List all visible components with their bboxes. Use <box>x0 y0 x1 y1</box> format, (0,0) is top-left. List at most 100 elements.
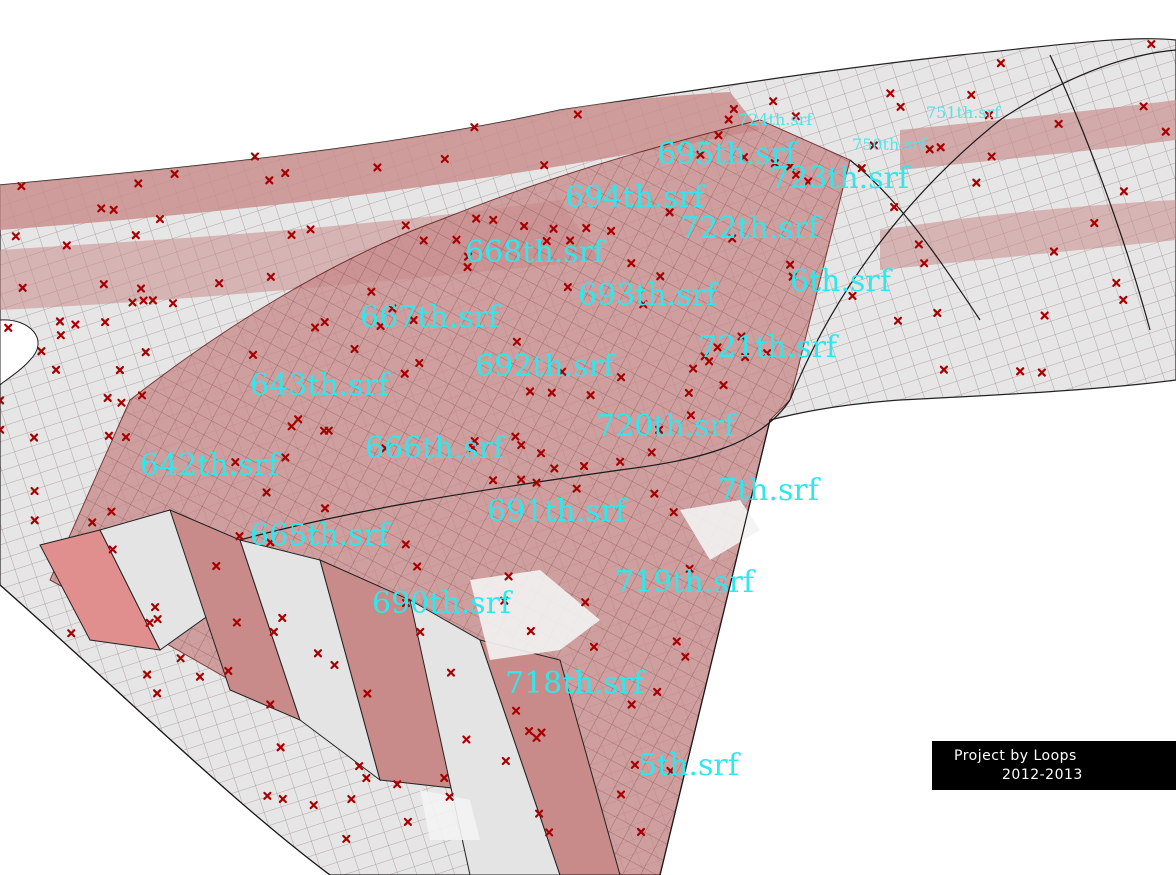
marker-cross <box>143 670 152 679</box>
marker-cross <box>266 272 275 281</box>
highlight-band-upper <box>0 92 760 230</box>
marker-cross <box>403 817 412 827</box>
marker-cross <box>470 436 479 446</box>
surface-label: 665th.srf <box>250 518 391 553</box>
marker-cross <box>0 396 5 405</box>
marker-cross <box>763 349 772 358</box>
surface-label: 719th.srf <box>615 565 756 600</box>
marker-cross <box>636 827 646 837</box>
surface-label: 690th.srf <box>372 586 513 621</box>
marker-cross <box>532 478 541 487</box>
marker-cross <box>689 364 698 373</box>
marker-cross <box>393 780 402 789</box>
marker-cross <box>504 572 513 581</box>
marker-cross <box>416 627 425 637</box>
marker-cross <box>97 204 106 213</box>
marker-cross <box>134 179 143 188</box>
marker-cross <box>176 654 185 663</box>
marker-cross <box>103 393 112 403</box>
marker-cross <box>589 642 599 651</box>
project-credit-box: Project by Loops 2012-2013 <box>932 741 1176 790</box>
marker-cross <box>276 743 285 752</box>
marker-cross <box>500 596 509 605</box>
marker-cross <box>88 518 97 527</box>
marker-cross <box>488 476 498 485</box>
marker-cross <box>1112 278 1121 287</box>
marker-cross <box>511 432 520 441</box>
marker-cross <box>869 141 878 150</box>
marker-cross <box>770 159 779 168</box>
marker-cross <box>582 223 591 233</box>
marker-cross <box>363 689 372 698</box>
surface-labels: 642th.srf 643th.srf 665th.srf 666th.srf … <box>140 103 1001 783</box>
marker-cross <box>62 241 71 250</box>
marker-cross <box>121 433 131 442</box>
marker-cross <box>413 562 422 571</box>
surface-label: 666th.srf <box>365 431 506 466</box>
marker-cross <box>728 234 737 243</box>
marker-cross <box>401 598 411 608</box>
marker-cross <box>627 700 636 709</box>
surface-label: 720th.srf <box>596 409 737 444</box>
marker-cross <box>681 652 690 661</box>
marker-cross <box>984 111 994 120</box>
marker-cross <box>320 504 330 513</box>
marker-cross <box>857 164 866 173</box>
marker-cross <box>547 388 556 397</box>
surface-label: 722th.srf <box>680 211 821 246</box>
marker-cross <box>525 387 535 396</box>
white-patch-3 <box>420 790 480 840</box>
marker-cross <box>890 202 899 212</box>
marker-cross <box>996 59 1005 68</box>
marker-cross <box>470 123 479 132</box>
marker-cross <box>263 791 272 800</box>
marker-cross <box>724 115 733 124</box>
surface-label: 724th.srf <box>738 110 813 129</box>
marker-cross <box>737 332 746 341</box>
marker-cross <box>463 252 473 261</box>
marker-cross <box>939 365 948 374</box>
marker-cross <box>136 284 146 293</box>
surface-label: 643th.srf <box>250 368 391 403</box>
marker-cross <box>100 318 110 327</box>
marker-cross <box>684 388 693 397</box>
marker-cross <box>250 152 259 161</box>
marker-cross <box>195 672 205 681</box>
marker-cross <box>1139 102 1148 111</box>
marker-cross <box>262 488 271 497</box>
marker-cross <box>440 154 449 164</box>
marker-cross <box>313 649 323 658</box>
marker-cross <box>278 613 287 623</box>
surface-label: 667th.srf <box>360 300 501 335</box>
marker-cross <box>656 272 665 281</box>
marker-cross <box>415 358 424 368</box>
marker-cross <box>269 627 278 637</box>
marker-cross <box>115 365 124 375</box>
marker-cross <box>654 425 664 434</box>
marker-cross <box>572 484 581 493</box>
marker-cross <box>287 230 296 240</box>
marker-cross <box>330 660 339 670</box>
credit-title: Project by Loops <box>954 748 1077 764</box>
marker-cross <box>665 208 674 217</box>
marker-cross <box>914 240 923 249</box>
marker-cross <box>511 706 521 715</box>
marker-cross <box>265 176 274 185</box>
marker-cross <box>586 391 595 400</box>
surface-label: 642th.srf <box>140 448 281 483</box>
surface-label: 693th.srf <box>578 278 719 313</box>
marker-cross <box>266 538 275 547</box>
marker-cross <box>786 260 795 269</box>
marker-cross <box>579 461 589 471</box>
marker-cross <box>104 431 113 440</box>
marker-cross <box>936 143 945 152</box>
edge-curve-4 <box>789 49 1176 401</box>
marker-cross <box>401 540 410 549</box>
marker-cross <box>516 475 526 484</box>
marker-cross <box>848 291 857 301</box>
marker-cross <box>128 298 137 307</box>
marker-cross <box>700 352 709 361</box>
marker-cross <box>788 272 797 281</box>
